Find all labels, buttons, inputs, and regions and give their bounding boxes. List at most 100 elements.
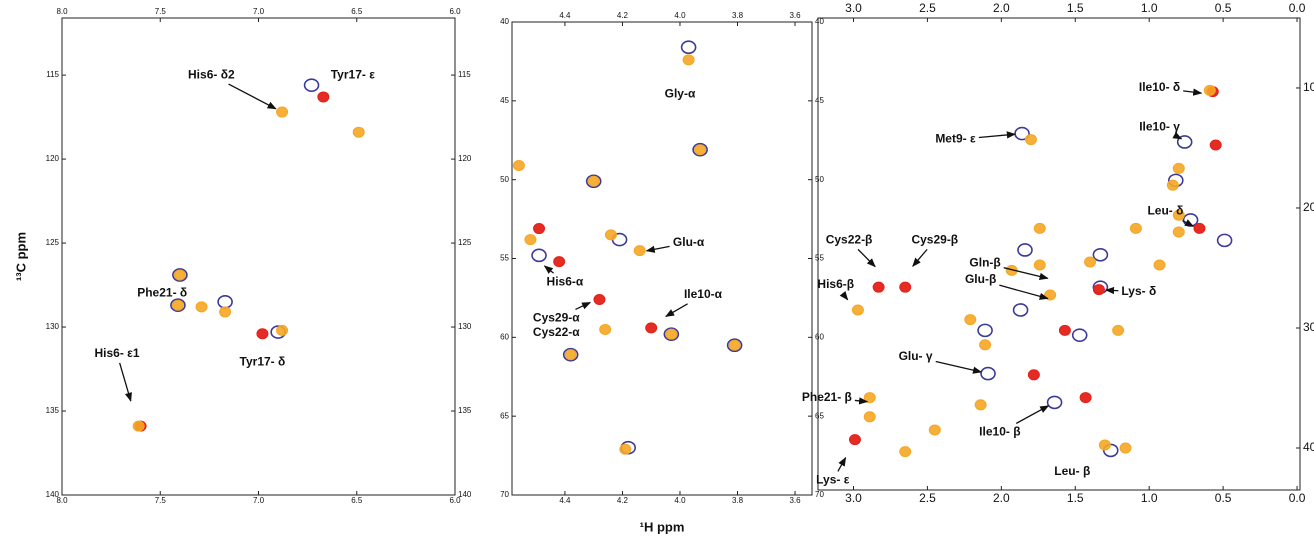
annotation: Lys- ε bbox=[816, 473, 850, 487]
peak bbox=[220, 307, 231, 317]
annotation-arrow bbox=[666, 304, 688, 317]
annotation-arrow bbox=[647, 246, 670, 250]
x-tick-label: 1.5 bbox=[1067, 1, 1084, 15]
peak bbox=[634, 246, 645, 256]
x-tick-label: 4.2 bbox=[617, 11, 629, 20]
y-tick-label: 50 bbox=[500, 175, 509, 184]
x-tick-label: 2.5 bbox=[919, 491, 936, 505]
y-tick-label: 130 bbox=[458, 322, 472, 331]
annotation-arrow bbox=[1016, 406, 1048, 424]
peak bbox=[172, 300, 183, 310]
x-tick-label: 2.0 bbox=[993, 1, 1010, 15]
y-tick-label: 130 bbox=[46, 322, 60, 331]
annotation: Ile10-α bbox=[684, 287, 723, 301]
peak bbox=[353, 127, 364, 137]
peak bbox=[565, 350, 576, 360]
y-tick-label: 70 bbox=[500, 490, 509, 499]
x-tick-label: 7.5 bbox=[155, 7, 167, 16]
y-tick-label: 120 bbox=[458, 154, 472, 163]
peak bbox=[218, 296, 232, 308]
annotation: Gln-β bbox=[969, 255, 1000, 269]
y-tick-label: 120 bbox=[46, 154, 60, 163]
peak bbox=[1113, 325, 1124, 335]
peak bbox=[1154, 260, 1165, 270]
peak bbox=[133, 421, 144, 431]
annotation: His6-α bbox=[547, 274, 584, 288]
peak bbox=[1099, 440, 1110, 450]
y-tick-label: 70 bbox=[815, 490, 824, 499]
annotation: Tyr17- δ bbox=[240, 354, 286, 368]
annotation-arrow bbox=[1183, 91, 1201, 93]
x-tick-label: 7.0 bbox=[253, 496, 265, 505]
peak bbox=[174, 270, 185, 280]
x-tick-label: 3.6 bbox=[789, 496, 801, 505]
peak bbox=[1194, 223, 1205, 233]
y-tick-label: 135 bbox=[46, 406, 60, 415]
annotation: Leu- δ bbox=[1147, 204, 1183, 218]
annotation: Lys- δ bbox=[1121, 284, 1156, 298]
annotation-arrow bbox=[838, 458, 846, 472]
peak bbox=[1014, 304, 1028, 316]
panel: 4.44.44.24.24.04.03.83.83.63.64040454550… bbox=[500, 11, 824, 534]
annotation: Cys22-α bbox=[533, 325, 580, 339]
peak bbox=[620, 444, 631, 454]
peak bbox=[646, 323, 657, 333]
y-tick-label: 125 bbox=[458, 238, 472, 247]
y-tick-label: 65 bbox=[500, 411, 509, 420]
x-tick-label: 1.5 bbox=[1067, 491, 1084, 505]
x-tick-label: 7.0 bbox=[253, 7, 265, 16]
annotation: Phe21- δ bbox=[137, 286, 187, 300]
peak bbox=[600, 324, 611, 334]
peak bbox=[981, 368, 995, 380]
x-tick-label: 0.5 bbox=[1215, 491, 1232, 505]
y-tick-label: 45 bbox=[500, 96, 509, 105]
y-tick-label: 55 bbox=[500, 254, 509, 263]
x-tick-label: 4.0 bbox=[674, 11, 686, 20]
y-tick-label: 50 bbox=[815, 175, 824, 184]
annotation-arrow bbox=[979, 134, 1015, 137]
x-tick-label: 4.2 bbox=[617, 496, 629, 505]
peak bbox=[594, 294, 605, 304]
y-tick-label: 115 bbox=[458, 70, 471, 79]
annotation: Cys29-α bbox=[533, 311, 580, 325]
x-tick-label: 6.0 bbox=[449, 7, 461, 16]
y-tick-label: 65 bbox=[815, 411, 824, 420]
peak bbox=[1218, 234, 1232, 246]
y-tick-label: 60 bbox=[815, 332, 824, 341]
y-tick-label: 115 bbox=[46, 70, 59, 79]
peak bbox=[534, 224, 545, 234]
peak bbox=[695, 145, 706, 155]
annotation-arrow bbox=[229, 84, 276, 109]
y-tick-label: 40 bbox=[1303, 440, 1314, 454]
x-tick-label: 2.0 bbox=[993, 491, 1010, 505]
y-tick-label: 45 bbox=[815, 96, 824, 105]
annotation: Leu- β bbox=[1054, 464, 1090, 478]
annotation: Tyr17- ε bbox=[331, 67, 375, 81]
x-tick-label: 6.5 bbox=[351, 7, 363, 16]
annotation: Cys29-β bbox=[911, 233, 958, 247]
peak bbox=[929, 425, 940, 435]
y-tick-label: 140 bbox=[46, 490, 60, 499]
peak bbox=[1048, 396, 1062, 408]
annotation: Phe21- β bbox=[802, 390, 852, 404]
plot-frame bbox=[62, 18, 455, 495]
annotation: His6-β bbox=[817, 277, 854, 291]
peak bbox=[1059, 325, 1070, 335]
annotation: Glu-β bbox=[965, 272, 996, 286]
peak bbox=[980, 340, 991, 350]
x-tick-label: 3.0 bbox=[845, 1, 862, 15]
x-tick-label: 3.8 bbox=[732, 11, 744, 20]
x-tick-label: 4.4 bbox=[559, 11, 571, 20]
x-tick-label: 4.0 bbox=[674, 496, 686, 505]
annotation: Cys22-β bbox=[826, 233, 873, 247]
peak bbox=[525, 235, 536, 245]
y-tick-label: 140 bbox=[458, 490, 472, 499]
peak bbox=[1173, 163, 1184, 173]
x-tick-label: 3.6 bbox=[789, 11, 801, 20]
annotation-arrow bbox=[936, 361, 981, 372]
annotation-arrow bbox=[913, 249, 927, 266]
peak bbox=[852, 305, 863, 315]
peak bbox=[1073, 329, 1087, 341]
peak bbox=[532, 249, 546, 261]
